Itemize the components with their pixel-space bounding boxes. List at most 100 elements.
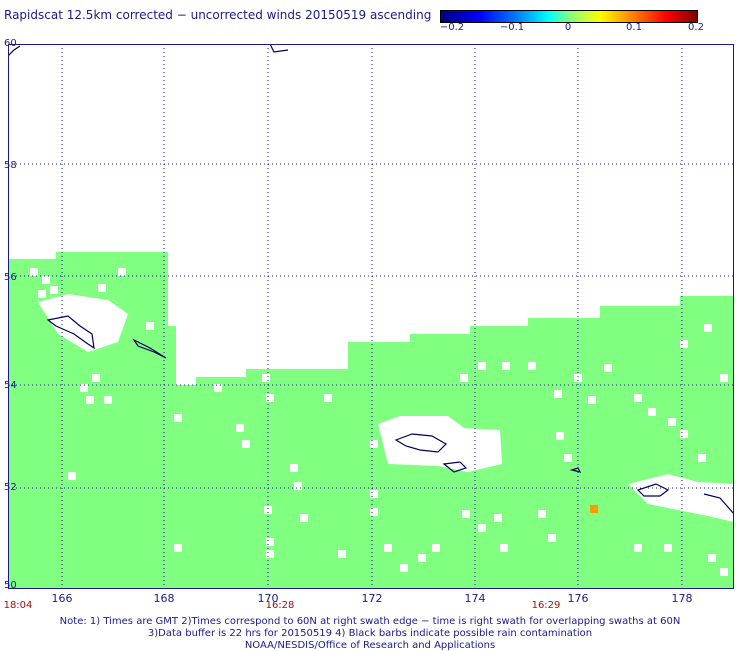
missing-data-cell: [574, 374, 582, 382]
missing-data-cell: [264, 506, 272, 514]
missing-data-cell: [528, 362, 536, 370]
missing-data-cell: [266, 550, 274, 558]
missing-data-cell: [42, 276, 50, 284]
lat-label-54: 54: [4, 380, 17, 391]
missing-data-cell: [108, 322, 116, 330]
missing-data-cell: [266, 538, 274, 546]
missing-data-cell: [118, 268, 126, 276]
missing-data-cell: [174, 544, 182, 552]
note-line-2: 3)Data buffer is 22 hrs for 20150519 4) …: [147, 628, 593, 639]
missing-data-cell: [418, 554, 426, 562]
map-frame: [8, 44, 734, 589]
time-label-1804: 18:04: [3, 600, 33, 611]
coastline-east-far: [703, 493, 734, 515]
gap-region-west: [38, 294, 128, 352]
lon-label-176: 176: [567, 592, 589, 605]
lon-label-178: 178: [671, 592, 693, 605]
missing-data-cell: [146, 322, 154, 330]
missing-data-cell: [294, 482, 302, 490]
map-title: Rapidscat 12.5km corrected − uncorrected…: [4, 8, 432, 22]
missing-data-cell: [262, 374, 270, 382]
missing-data-cell: [494, 514, 502, 522]
missing-data-cell: [68, 472, 76, 480]
missing-data-cell: [290, 464, 298, 472]
lon-label-166: 166: [51, 592, 73, 605]
missing-data-cell: [174, 414, 182, 422]
coastline-central-island: [394, 433, 447, 453]
missing-data-cell: [236, 424, 244, 432]
missing-data-cell: [400, 564, 408, 572]
colorbar-label-neg-0.1: −0.1: [499, 22, 525, 33]
color-scale-bar: [440, 10, 698, 23]
missing-data-cell: [460, 374, 468, 382]
missing-data-cell: [86, 396, 94, 404]
missing-data-cell: [50, 286, 58, 294]
note-line-3: NOAA/NESDIS/Office of Research and Appli…: [244, 640, 496, 651]
missing-data-cell: [664, 544, 672, 552]
missing-data-cell: [300, 514, 308, 522]
lat-label-58: 58: [4, 160, 17, 171]
missing-data-cell: [502, 362, 510, 370]
missing-data-cell: [370, 490, 378, 498]
coastline-east-island: [569, 467, 582, 473]
lon-label-174: 174: [464, 592, 486, 605]
missing-data-cell: [634, 394, 642, 402]
gap-region-east: [628, 474, 734, 522]
coastline-northwest: [8, 45, 21, 57]
colorbar-label-0: 0: [564, 22, 572, 33]
missing-data-cell: [548, 534, 556, 542]
missing-data-cell: [30, 268, 38, 276]
missing-data-cell: [478, 524, 486, 532]
colorbar-label-0.2: 0.2: [688, 22, 704, 33]
missing-data-cell: [668, 418, 676, 426]
missing-data-cells: [30, 268, 728, 576]
gap-region-central: [378, 416, 502, 472]
colorbar-label-0.1: 0.1: [626, 22, 642, 33]
missing-data-cell: [214, 384, 222, 392]
missing-data-cell: [680, 340, 688, 348]
missing-data-cell: [384, 544, 392, 552]
coastline-central-small: [442, 461, 468, 473]
lat-label-52: 52: [4, 482, 17, 493]
lat-label-56: 56: [4, 272, 17, 283]
missing-data-cell: [634, 544, 642, 552]
coastline-west-small: [132, 338, 167, 359]
missing-data-cell: [266, 394, 274, 402]
lat-lon-grid: [8, 44, 734, 589]
missing-data-cell: [500, 544, 508, 552]
missing-data-cell: [80, 384, 88, 392]
missing-data-cell: [556, 432, 564, 440]
missing-data-cell: [680, 430, 688, 438]
missing-data-cell: [708, 554, 716, 562]
missing-data-cell: [564, 454, 572, 462]
missing-data-cell: [554, 390, 562, 398]
colorbar-label-neg-0.2: −0.2: [439, 22, 465, 33]
note-line-1: Note: 1) Times are GMT 2)Times correspon…: [59, 616, 681, 627]
missing-data-cell: [92, 374, 100, 382]
wind-difference-map: [8, 44, 734, 589]
swath-coverage-area: [8, 252, 734, 589]
missing-data-cell: [720, 374, 728, 382]
missing-data-cell: [242, 440, 250, 448]
coastline-north: [269, 44, 289, 53]
missing-data-cell: [370, 508, 378, 516]
missing-data-cell: [462, 510, 470, 518]
missing-data-cell: [698, 454, 706, 462]
missing-data-cell: [338, 550, 346, 558]
time-label-1629: 16:29: [531, 600, 561, 611]
lon-label-168: 168: [153, 592, 175, 605]
missing-data-cell: [370, 440, 378, 448]
time-label-1628: 16:28: [265, 600, 295, 611]
lon-label-172: 172: [361, 592, 383, 605]
lat-label-60: 60: [4, 38, 17, 49]
missing-data-cell: [454, 448, 462, 456]
missing-data-cell: [98, 284, 106, 292]
lon-label-170: 170: [257, 592, 279, 605]
missing-data-cell: [604, 364, 612, 372]
coastlines: [8, 44, 734, 515]
lat-label-50: 50: [4, 580, 17, 591]
coastline-east: [636, 483, 670, 497]
missing-data-cell: [588, 396, 596, 404]
missing-data-cell: [720, 568, 728, 576]
missing-data-cell: [104, 396, 112, 404]
